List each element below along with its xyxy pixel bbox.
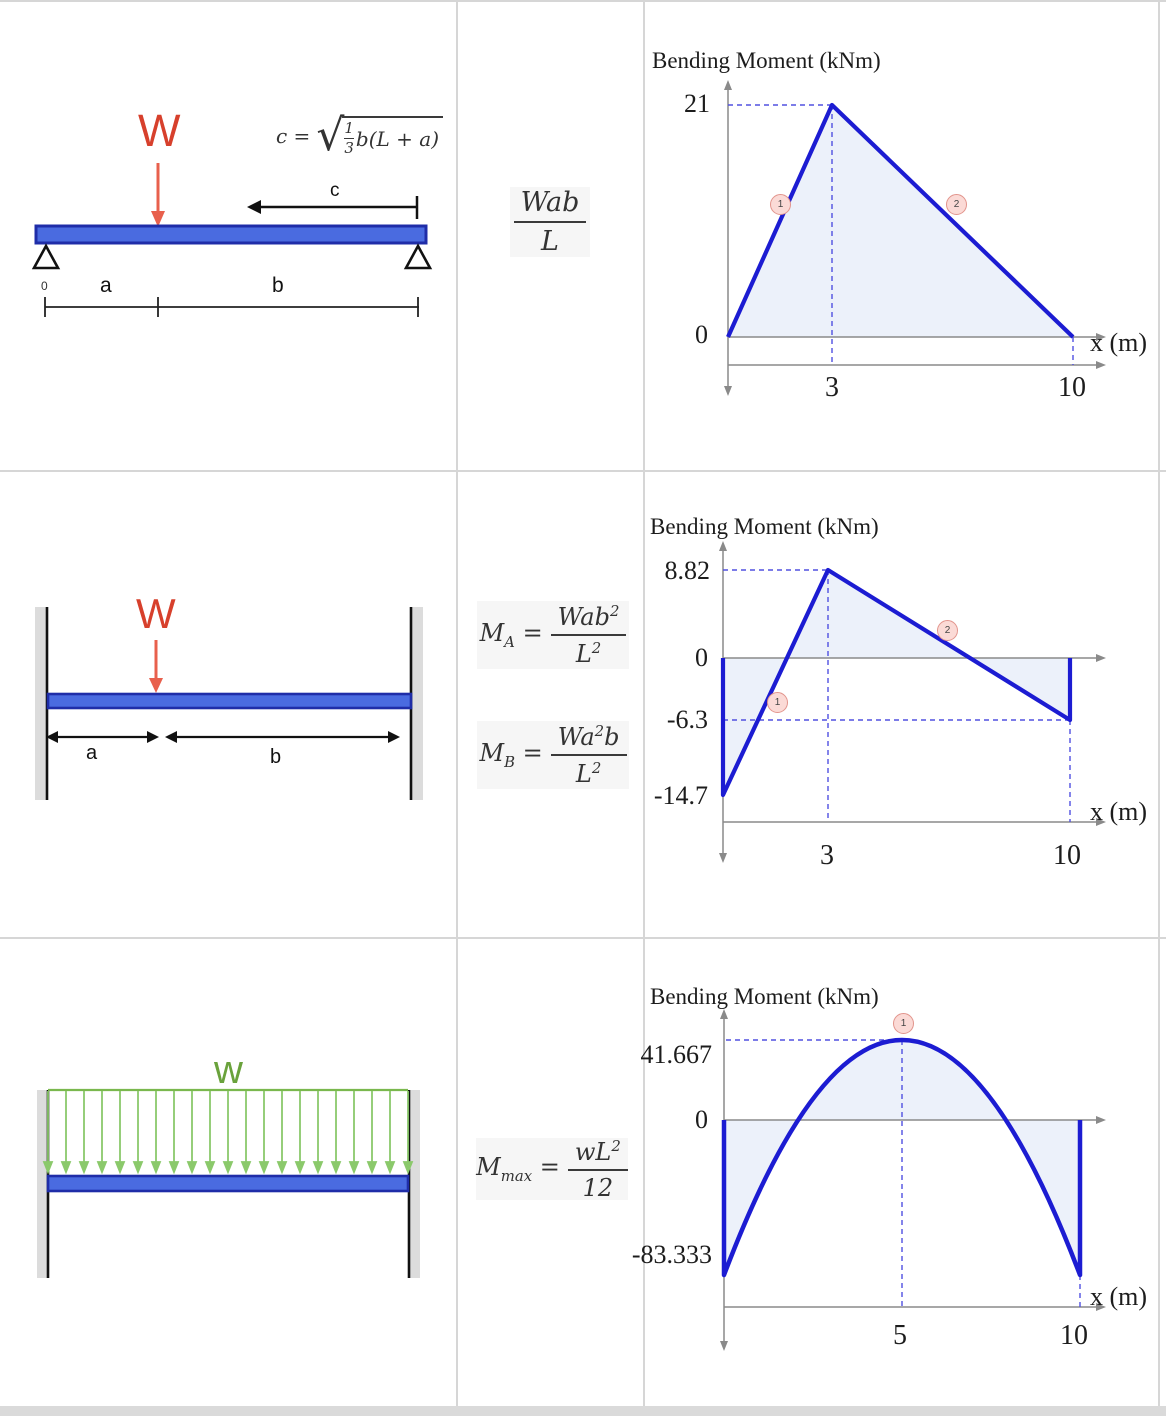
chart2-segment-badge-2: 2 bbox=[937, 620, 958, 641]
fixed-beam-udl-diagram bbox=[37, 1088, 420, 1278]
c-formula-lhs: c = bbox=[276, 124, 311, 148]
distributed-load-label: w bbox=[214, 1048, 243, 1092]
bending-moment-chart-2 bbox=[719, 541, 1106, 863]
chart2-segment-badge-1: 1 bbox=[767, 692, 788, 713]
MB-denominator: L2 bbox=[550, 754, 627, 788]
chart1-xaxis-label: x (m) bbox=[1090, 328, 1148, 357]
chart1-segment-badge-2: 2 bbox=[946, 194, 967, 215]
table-col-divider-1 bbox=[456, 0, 458, 1406]
MA-lhs: MA = bbox=[479, 619, 543, 651]
chart2-ymax-label: 8.82 bbox=[664, 556, 711, 585]
chart1-xtick-3: 3 bbox=[825, 372, 839, 403]
chart2-yneg2-label: -14.7 bbox=[653, 781, 708, 810]
c-dim-label: c bbox=[330, 180, 340, 201]
chart2-yzero-label: 0 bbox=[695, 643, 708, 672]
chart3-xtick-10: 10 bbox=[1060, 1320, 1088, 1351]
MA-numerator: Wab2 bbox=[557, 602, 620, 631]
chart2-yneg1-label: -6.3 bbox=[666, 705, 708, 734]
moment-formula-MA: MA = Wab2 L2 bbox=[477, 601, 629, 669]
MB-numerator: Wa2b bbox=[557, 722, 620, 751]
moment-formula-row1: Wab L bbox=[510, 187, 590, 257]
moment-formula-MB: MB = Wa2b L2 bbox=[477, 721, 629, 789]
table-row-divider-1 bbox=[0, 470, 1166, 472]
chart2-xtick-3: 3 bbox=[820, 840, 834, 871]
chart3-xaxis-label: x (m) bbox=[1090, 1282, 1148, 1311]
Mmax-denominator: 12 bbox=[567, 1168, 628, 1202]
c-formula: c = √ 1 3 b(L + a) bbox=[276, 110, 444, 162]
c-frac-den: 3 bbox=[344, 138, 354, 157]
c-frac-num: 1 bbox=[344, 119, 354, 137]
chart1-yzero-label: 0 bbox=[695, 320, 708, 349]
point-load-label: W bbox=[138, 105, 181, 156]
MA-denominator: L2 bbox=[550, 634, 627, 668]
bending-moment-chart-3 bbox=[720, 1009, 1106, 1351]
chart1-title: Bending Moment (kNm) bbox=[652, 48, 881, 73]
point-load-label-row2: W bbox=[136, 590, 176, 637]
chart2-title: Bending Moment (kNm) bbox=[650, 514, 879, 539]
chart1-segment-badge-1: 1 bbox=[770, 194, 791, 215]
formula-numerator: Wab bbox=[520, 187, 580, 218]
table-border-bottom bbox=[0, 1406, 1166, 1416]
chart3-title: Bending Moment (kNm) bbox=[650, 984, 879, 1009]
radical-sign: √ bbox=[316, 110, 345, 162]
chart2-xaxis-label: x (m) bbox=[1090, 797, 1148, 826]
table-col-divider-2 bbox=[643, 0, 645, 1406]
dim-b-label-row2: b bbox=[270, 746, 282, 768]
chart3-ymin-label: -83.333 bbox=[631, 1240, 712, 1269]
chart3-peak-badge-1: 1 bbox=[893, 1013, 914, 1034]
bending-moment-chart-1 bbox=[724, 80, 1106, 396]
Mmax-lhs: Mmax = bbox=[476, 1153, 560, 1185]
chart1-ymax-label: 21 bbox=[684, 89, 710, 118]
chart3-xtick-5: 5 bbox=[893, 1320, 907, 1351]
formula-denominator: L bbox=[513, 221, 587, 257]
dim-a-label: a bbox=[100, 274, 112, 297]
fixed-beam-point-load-diagram bbox=[35, 607, 423, 800]
simply-supported-beam-diagram bbox=[31, 163, 433, 317]
origin-label: 0 bbox=[41, 279, 48, 293]
dim-b-label: b bbox=[272, 274, 284, 297]
dim-a-label-row2: a bbox=[86, 742, 98, 764]
chart1-xtick-10: 10 bbox=[1058, 372, 1086, 403]
chart3-yzero-label: 0 bbox=[695, 1105, 708, 1134]
Mmax-numerator: wL2 bbox=[574, 1136, 621, 1166]
MB-lhs: MB = bbox=[479, 739, 543, 771]
chart3-ymax-label: 41.667 bbox=[640, 1040, 713, 1069]
moment-formula-Mmax: Mmax = wL2 12 bbox=[476, 1136, 628, 1202]
table-border-right bbox=[1158, 0, 1160, 1406]
chart2-xtick-10: 10 bbox=[1053, 840, 1081, 871]
c-formula-tail: b(L + a) bbox=[355, 126, 440, 151]
table-border-top bbox=[0, 0, 1166, 2]
table-row-divider-2 bbox=[0, 937, 1166, 939]
